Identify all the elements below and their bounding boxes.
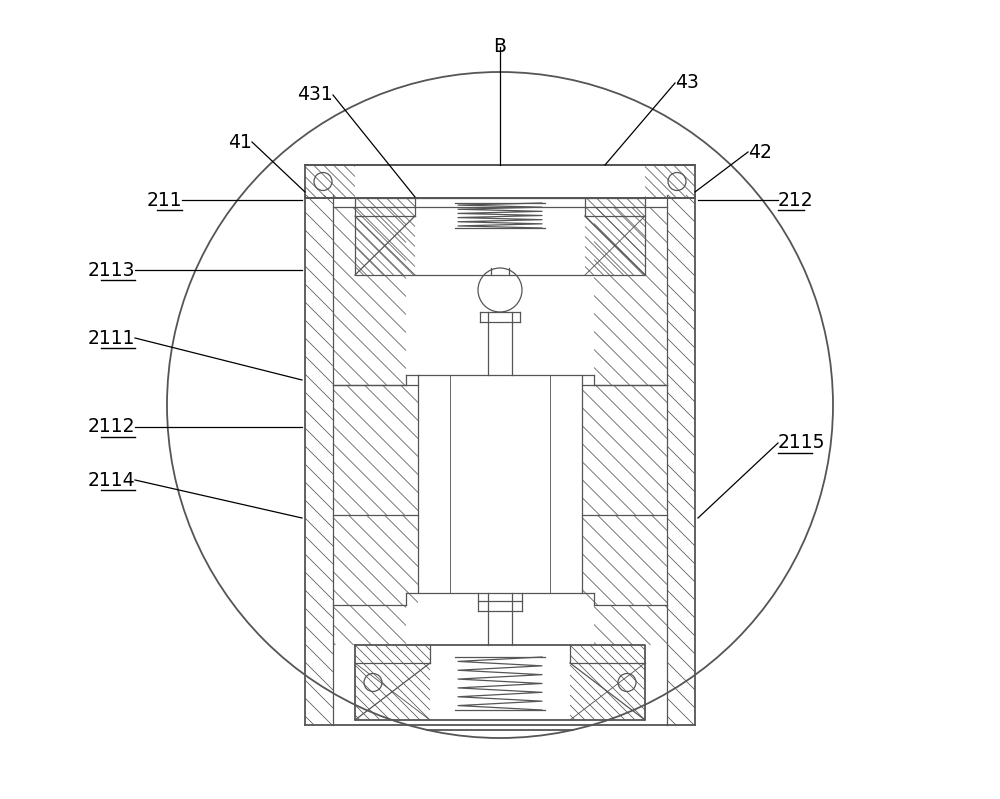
Text: 2111: 2111 (88, 328, 135, 348)
Text: 41: 41 (228, 133, 252, 152)
Text: 212: 212 (778, 190, 814, 209)
Text: 211: 211 (146, 190, 182, 209)
Text: 2114: 2114 (87, 471, 135, 490)
Text: 43: 43 (675, 74, 699, 93)
Text: 2112: 2112 (88, 418, 135, 436)
Text: 2115: 2115 (778, 434, 826, 452)
Text: B: B (494, 38, 507, 57)
Text: 42: 42 (748, 142, 772, 161)
Text: 431: 431 (297, 85, 333, 105)
Text: 2113: 2113 (88, 260, 135, 280)
